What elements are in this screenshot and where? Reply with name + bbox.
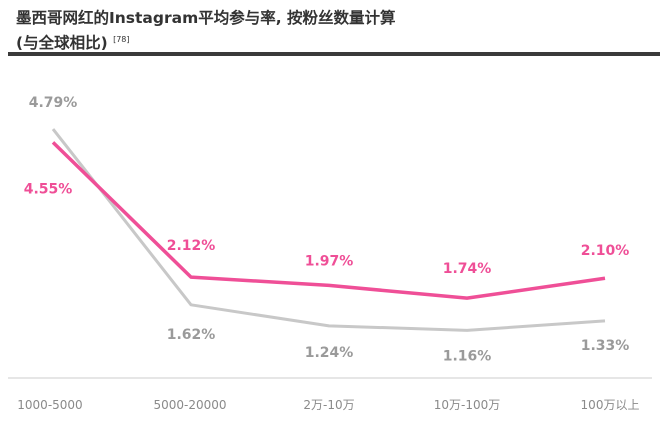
title-rule: [8, 52, 660, 56]
x-tick-label: 100万以上: [581, 398, 640, 412]
x-tick-label: 2万-10万: [303, 398, 354, 412]
gray-data-label: 1.33%: [581, 338, 630, 354]
x-tick-label: 5000-20000: [153, 398, 226, 412]
series-pink-line: [51, 141, 606, 300]
subtitle-text: (与全球相比): [16, 34, 108, 53]
chart-title: 墨西哥网红的Instagram平均参与率, 按粉丝数量计算 (与全球相比) [78…: [16, 8, 396, 54]
pink-data-label: 4.55%: [24, 181, 73, 197]
pink-data-label: 2.12%: [167, 238, 216, 254]
gray-data-label: 1.24%: [305, 345, 354, 361]
x-tick-label: 10万-100万: [434, 398, 501, 412]
pink-data-label: 2.10%: [581, 243, 630, 259]
reference-mark: [78]: [113, 35, 130, 44]
pink-data-label: 1.74%: [443, 261, 492, 277]
x-tick-label: 1000-5000: [17, 398, 82, 412]
title-text: 墨西哥网红的Instagram平均参与率, 按粉丝数量计算: [16, 9, 396, 27]
pink-data-label: 1.97%: [305, 253, 354, 269]
series-gray-line: [51, 128, 606, 332]
gray-data-label: 4.79%: [29, 95, 78, 111]
gray-data-label: 1.62%: [167, 327, 216, 343]
gray-data-label: 1.16%: [443, 348, 492, 364]
